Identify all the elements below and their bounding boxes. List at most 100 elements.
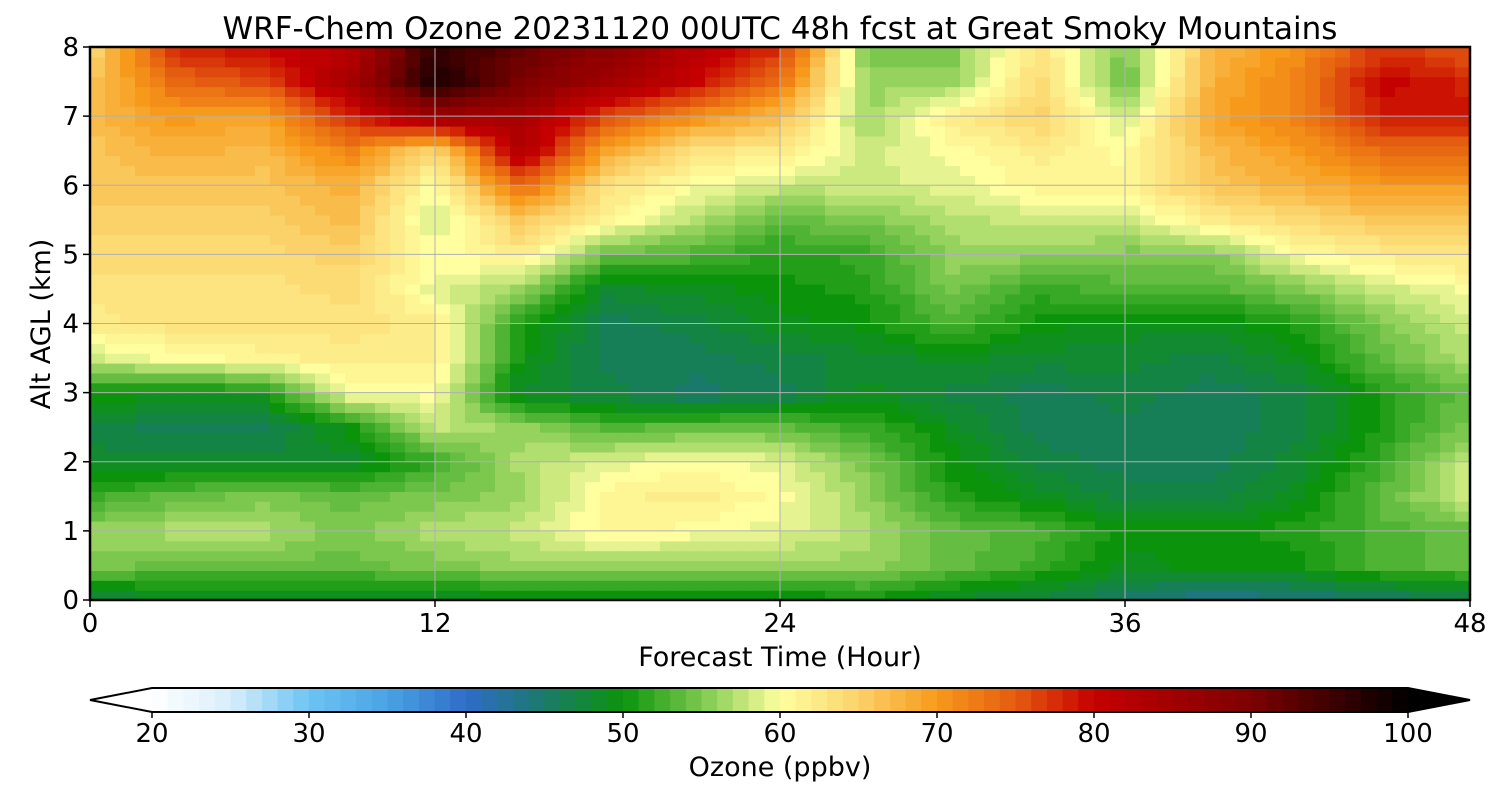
contour-cell	[1275, 254, 1291, 265]
contour-cell	[1215, 323, 1231, 334]
contour-cell	[150, 550, 166, 562]
contour-cell	[1080, 382, 1096, 394]
contour-cell	[1005, 214, 1021, 226]
contour-cell	[135, 86, 151, 97]
contour-cell	[1245, 530, 1261, 542]
contour-cell	[885, 175, 901, 186]
contour-cell	[1455, 412, 1471, 423]
contour-cell	[330, 135, 346, 147]
contour-cell	[285, 382, 301, 394]
contour-cell	[120, 353, 136, 364]
contour-cell	[900, 372, 916, 384]
contour-cell	[495, 145, 511, 157]
contour-cell	[1050, 521, 1066, 532]
contour-cell	[315, 343, 331, 354]
contour-cell	[930, 323, 946, 334]
contour-cell	[285, 550, 301, 562]
contour-cell	[90, 580, 106, 591]
contour-cell	[1365, 550, 1381, 562]
contour-cell	[420, 205, 436, 216]
contour-cell	[1410, 76, 1426, 88]
contour-cell	[1095, 135, 1111, 147]
contour-cell	[390, 244, 406, 255]
contour-cell	[495, 422, 511, 433]
contour-cell	[1110, 116, 1126, 127]
contour-cell	[855, 560, 871, 571]
contour-cell	[1110, 76, 1126, 88]
contour-cell	[480, 145, 496, 157]
contour-cell	[915, 481, 931, 492]
contour-cell	[285, 343, 301, 354]
contour-cell	[435, 580, 451, 591]
contour-cell	[195, 382, 211, 394]
contour-cell	[900, 491, 916, 502]
contour-cell	[1350, 461, 1366, 473]
contour-cell	[585, 333, 601, 344]
contour-cell	[645, 175, 661, 186]
contour-cell	[870, 303, 886, 315]
contour-cell	[1185, 155, 1201, 167]
contour-cell	[135, 501, 151, 512]
contour-cell	[390, 412, 406, 423]
contour-cell	[1020, 412, 1036, 423]
contour-cell	[945, 126, 961, 137]
contour-cell	[1035, 66, 1051, 78]
contour-cell	[345, 96, 361, 107]
contour-cell	[240, 432, 256, 443]
contour-cell	[585, 501, 601, 512]
contour-cell	[990, 155, 1006, 167]
contour-cell	[255, 521, 271, 532]
contour-cell	[420, 244, 436, 255]
contour-cell	[600, 86, 616, 97]
contour-cell	[870, 66, 886, 78]
contour-cell	[885, 560, 901, 571]
contour-cell	[765, 412, 781, 423]
contour-cell	[435, 234, 451, 246]
contour-cell	[660, 540, 676, 552]
contour-cell	[375, 333, 391, 344]
contour-cell	[1155, 313, 1171, 325]
contour-cell	[1005, 284, 1021, 295]
contour-cell	[1035, 382, 1051, 394]
contour-cell	[405, 481, 421, 492]
contour-cell	[1305, 234, 1321, 246]
contour-cell	[930, 521, 946, 532]
contour-cell	[825, 422, 841, 433]
contour-cell	[1455, 155, 1471, 167]
contour-cell	[945, 165, 961, 176]
contour-cell	[345, 116, 361, 127]
contour-cell	[945, 471, 961, 483]
contour-cell	[945, 135, 961, 147]
contour-cell	[1215, 481, 1231, 492]
contour-cell	[240, 550, 256, 562]
contour-cell	[1425, 540, 1441, 552]
contour-cell	[225, 521, 241, 532]
contour-cell	[780, 274, 796, 285]
contour-cell	[660, 442, 676, 453]
contour-cell	[750, 106, 766, 117]
contour-cell	[1215, 185, 1231, 196]
contour-cell	[675, 580, 691, 591]
contour-cell	[1320, 254, 1336, 265]
contour-cell	[465, 333, 481, 344]
contour-cell	[600, 363, 616, 374]
contour-cell	[210, 363, 226, 374]
contour-cell	[345, 521, 361, 532]
contour-cell	[435, 96, 451, 107]
contour-cell	[1020, 106, 1036, 117]
contour-cell	[180, 244, 196, 255]
contour-cell	[1140, 86, 1156, 97]
contour-cell	[330, 511, 346, 522]
contour-cell	[555, 185, 571, 196]
contour-cell	[915, 274, 931, 285]
contour-cell	[345, 323, 361, 334]
contour-cell	[840, 343, 856, 354]
contour-cell	[390, 254, 406, 265]
contour-cell	[675, 165, 691, 176]
contour-cell	[990, 333, 1006, 344]
contour-cell	[255, 303, 271, 315]
contour-cell	[1395, 461, 1411, 473]
contour-cell	[690, 550, 706, 562]
contour-cell	[900, 402, 916, 413]
contour-cell	[765, 145, 781, 157]
